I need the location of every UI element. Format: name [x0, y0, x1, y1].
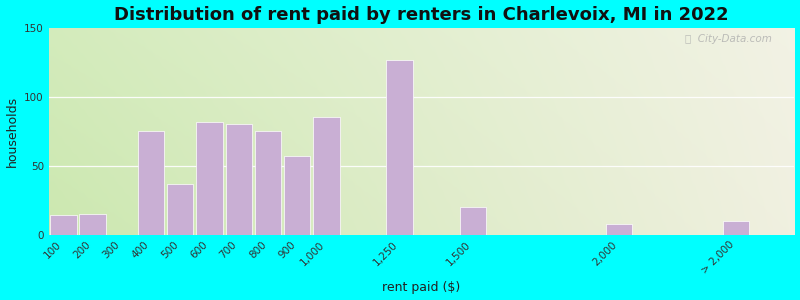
Bar — [722, 221, 749, 235]
Bar — [79, 214, 106, 235]
Bar — [386, 60, 413, 235]
Bar — [226, 124, 252, 235]
X-axis label: rent paid ($): rent paid ($) — [382, 281, 461, 294]
Title: Distribution of rent paid by renters in Charlevoix, MI in 2022: Distribution of rent paid by renters in … — [114, 6, 729, 24]
Bar — [167, 184, 194, 235]
Bar — [284, 156, 310, 235]
Y-axis label: households: households — [6, 96, 18, 167]
Bar — [255, 131, 282, 235]
Bar — [50, 215, 77, 235]
Bar — [606, 224, 632, 235]
Bar — [314, 118, 340, 235]
Bar — [460, 207, 486, 235]
Bar — [197, 122, 222, 235]
Bar — [138, 131, 164, 235]
Text: ⓘ  City-Data.com: ⓘ City-Data.com — [685, 34, 772, 44]
